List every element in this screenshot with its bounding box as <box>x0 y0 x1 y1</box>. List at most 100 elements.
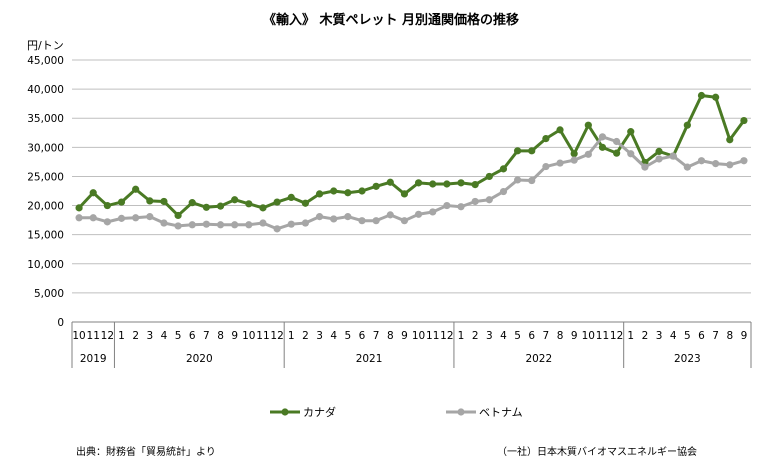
y-tick-label: 40,000 <box>27 84 64 96</box>
data-point-canada <box>386 178 394 186</box>
series-line-canada <box>77 94 746 217</box>
x-tick-label-month: 3 <box>656 330 663 342</box>
x-tick-label-month: 1 <box>288 330 295 342</box>
x-tick-label-month: 9 <box>401 330 408 342</box>
x-tick-label-month: 8 <box>726 330 733 342</box>
data-point-canada <box>513 147 522 155</box>
data-point-vietnam <box>740 157 748 165</box>
x-tick-label-month: 7 <box>203 330 210 342</box>
y-tick-label: 35,000 <box>27 113 64 125</box>
data-point-canada <box>726 136 734 144</box>
x-tick-label-month: 2 <box>302 330 309 342</box>
y-axis-unit-label: 円/トン <box>27 39 64 52</box>
data-point-vietnam <box>457 203 465 211</box>
x-tick-label-year: 2019 <box>80 353 107 365</box>
x-tick-label-year: 2020 <box>186 353 213 365</box>
data-point-canada <box>740 116 748 125</box>
x-tick-label-month: 9 <box>571 330 578 342</box>
data-point-canada <box>429 180 437 188</box>
data-point-vietnam <box>344 213 352 221</box>
data-point-canada <box>697 91 706 100</box>
y-tick-label: 20,000 <box>27 201 64 213</box>
chart-title: 《輸入》 木質ペレット 月別通関価格の推移 <box>262 13 520 28</box>
data-point-canada <box>174 211 182 220</box>
y-tick-label: 15,000 <box>27 230 64 242</box>
data-point-vietnam <box>160 219 168 227</box>
data-point-vietnam <box>287 220 295 228</box>
data-point-vietnam <box>429 208 437 216</box>
data-point-vietnam <box>513 176 522 184</box>
data-point-vietnam <box>89 214 97 222</box>
data-point-canada <box>117 198 126 206</box>
data-point-canada <box>457 179 465 187</box>
data-point-canada <box>273 198 281 206</box>
data-point-vietnam <box>485 196 493 204</box>
x-tick-label-month: 4 <box>670 330 677 342</box>
data-point-canada <box>103 201 111 210</box>
x-tick-label-month: 12 <box>101 330 114 342</box>
data-point-vietnam <box>443 201 451 210</box>
x-tick-label-month: 7 <box>712 330 719 342</box>
data-point-canada <box>301 199 310 207</box>
data-point-canada <box>584 121 592 129</box>
data-point-canada <box>231 196 239 204</box>
data-point-vietnam <box>245 221 253 229</box>
data-point-canada <box>627 128 635 136</box>
data-point-canada <box>499 165 508 173</box>
data-point-vietnam <box>726 161 734 169</box>
data-point-canada <box>146 197 154 205</box>
data-point-canada <box>89 189 97 197</box>
x-tick-label-month: 3 <box>486 330 493 342</box>
data-point-vietnam <box>117 214 126 222</box>
legend-label-canada: カナダ <box>303 405 336 419</box>
organization-note: （一社）日本木質バイオマスエネルギー協会 <box>497 447 697 458</box>
data-point-vietnam <box>697 157 706 165</box>
data-point-canada <box>75 204 83 212</box>
data-point-canada <box>315 190 324 198</box>
data-point-vietnam <box>655 155 663 163</box>
x-tick-label-month: 8 <box>557 330 564 342</box>
data-point-vietnam <box>641 163 649 171</box>
x-tick-label-month: 9 <box>741 330 748 342</box>
data-point-vietnam <box>627 150 635 158</box>
x-tick-label-month: 6 <box>528 330 535 342</box>
data-point-canada <box>160 197 168 206</box>
x-tick-label-month: 8 <box>387 330 394 342</box>
data-point-vietnam <box>570 156 578 164</box>
data-point-canada <box>712 93 720 101</box>
data-point-canada <box>556 126 564 134</box>
data-point-canada <box>414 179 423 187</box>
data-point-canada <box>259 204 267 212</box>
data-point-vietnam <box>528 176 536 185</box>
x-tick-label-month: 11 <box>596 330 609 342</box>
y-tick-label: 5,000 <box>34 288 64 300</box>
legend-label-vietnam: ベトナム <box>479 406 523 419</box>
data-point-vietnam <box>556 159 564 167</box>
x-tick-label-month: 5 <box>175 330 182 342</box>
x-tick-label-month: 11 <box>426 330 439 342</box>
data-point-vietnam <box>259 219 267 227</box>
y-tick-label: 0 <box>57 317 64 329</box>
x-tick-label-month: 2 <box>132 330 139 342</box>
data-point-vietnam <box>613 137 621 146</box>
data-point-vietnam <box>542 162 550 171</box>
data-point-vietnam <box>712 160 720 168</box>
data-point-vietnam <box>669 152 677 160</box>
y-tick-label: 10,000 <box>27 259 64 271</box>
data-point-canada <box>485 172 493 181</box>
data-point-vietnam <box>202 220 210 228</box>
x-tick-label-month: 6 <box>698 330 705 342</box>
y-tick-label: 30,000 <box>27 142 64 154</box>
data-point-canada <box>216 202 225 210</box>
x-tick-label-month: 5 <box>514 330 521 342</box>
data-point-vietnam <box>358 217 366 225</box>
data-point-vietnam <box>132 214 140 222</box>
data-point-vietnam <box>598 133 607 141</box>
x-tick-label-month: 5 <box>684 330 691 342</box>
data-point-vietnam <box>386 211 394 219</box>
source-note: 出典：財務省「貿易統計」より <box>76 447 216 458</box>
x-tick-label-month: 12 <box>440 330 453 342</box>
y-tick-label: 25,000 <box>27 171 64 183</box>
x-tick-label-month: 11 <box>87 330 100 342</box>
data-point-vietnam <box>273 225 281 233</box>
